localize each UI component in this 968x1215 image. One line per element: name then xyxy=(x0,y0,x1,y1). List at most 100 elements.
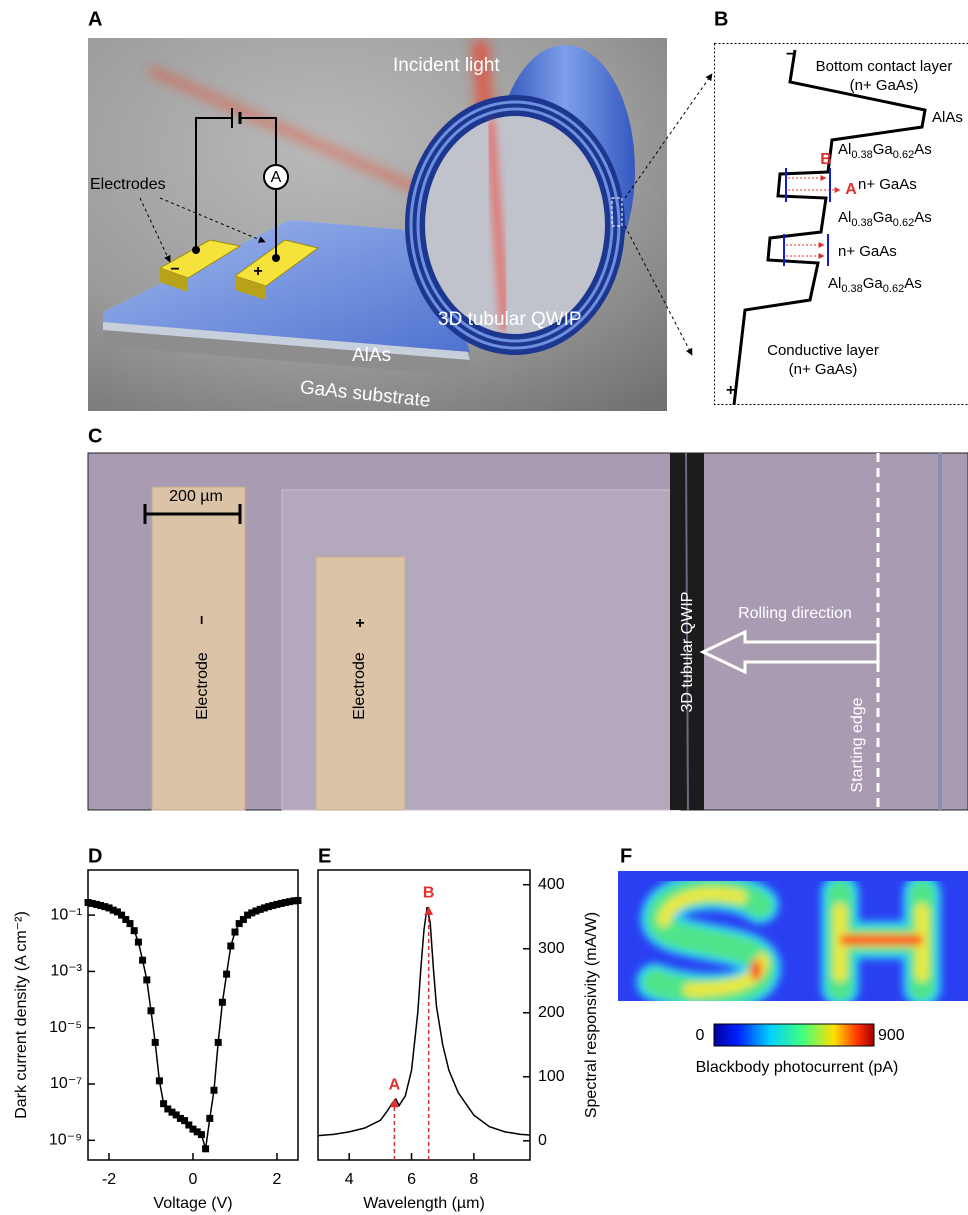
layer-label: AlAs xyxy=(352,345,391,366)
layer-label: (n+ GaAs) xyxy=(850,77,919,94)
x-tick-label: -2 xyxy=(102,1171,116,1188)
figure: A B C D E F A − + Electrodes Incident li… xyxy=(0,0,968,1215)
text-part: 0.62 xyxy=(883,283,904,295)
marker xyxy=(139,957,146,964)
electrode-sign: + xyxy=(355,615,364,632)
electrode-sign: + xyxy=(253,263,262,280)
text-part: 0.62 xyxy=(893,217,914,229)
text-part: As xyxy=(904,275,922,292)
tube-label: 3D tubular QWIP xyxy=(679,592,696,713)
text-part: As xyxy=(914,141,932,158)
x-tick-label: 6 xyxy=(407,1171,416,1188)
marker xyxy=(148,1007,155,1014)
rolling-label: Rolling direction xyxy=(738,605,852,622)
electrode-pad xyxy=(152,487,245,810)
text-part: Ga xyxy=(863,275,884,292)
tube-label: 3D tubular QWIP xyxy=(438,309,582,330)
y-tick-label: 10⁻⁵ xyxy=(49,1019,82,1036)
edge-label: Starting edge xyxy=(849,697,866,792)
x-tick-label: 8 xyxy=(469,1171,478,1188)
text-part: 0.38 xyxy=(851,217,872,229)
colorbar-max: 900 xyxy=(878,1027,905,1044)
contact xyxy=(192,246,200,254)
layer-label: n+ GaAs xyxy=(838,243,897,260)
page: A B C D E F A − + Electrodes Incident li… xyxy=(0,0,968,1215)
text-part: Al xyxy=(828,275,841,292)
layer-label: Al0.38Ga0.62As xyxy=(828,275,922,295)
electrode-sign: − xyxy=(170,261,179,278)
colorbar-min: 0 xyxy=(696,1027,705,1044)
x-tick-label: 4 xyxy=(345,1171,354,1188)
y-tick-label: 100 xyxy=(538,1068,565,1085)
ammeter-label: A xyxy=(271,169,282,186)
marker xyxy=(215,1039,222,1046)
marker xyxy=(202,1145,209,1152)
panel-c: 200 µm Electrode − Electrode + 3D tubula… xyxy=(88,453,968,810)
layer-label: Bottom contact layer xyxy=(816,58,953,75)
y-tick-label: 200 xyxy=(538,1004,565,1021)
marker xyxy=(223,971,230,978)
marker xyxy=(143,976,150,983)
y-axis-label: Dark current density (A cm⁻²) xyxy=(13,911,30,1119)
y-axis-label: Spectral responsivity (mA/W) xyxy=(583,912,600,1118)
text-part: 0.38 xyxy=(841,283,862,295)
marker xyxy=(127,920,134,927)
colorbar xyxy=(714,1024,874,1046)
sign: − xyxy=(786,46,795,63)
y-tick-label: 0 xyxy=(538,1132,547,1149)
y-tick-label: 10⁻¹ xyxy=(50,906,82,923)
annotation-label: A xyxy=(389,1076,401,1093)
electrode-sign: − xyxy=(194,615,211,624)
text-part: Al xyxy=(838,141,851,158)
marker xyxy=(135,939,142,946)
electrode-label: Electrode xyxy=(194,652,211,720)
marker xyxy=(211,1087,218,1094)
layer-label: (n+ GaAs) xyxy=(789,361,858,378)
panel-label: B xyxy=(714,8,728,30)
marker xyxy=(131,927,138,934)
text-part: Ga xyxy=(873,209,894,226)
y-tick-label: 10⁻⁷ xyxy=(50,1075,82,1092)
tube-hole xyxy=(425,116,605,334)
electrodes-label: Electrodes xyxy=(90,176,166,193)
text-part: Al xyxy=(838,209,851,226)
series-line xyxy=(318,907,530,1136)
incident-light-label: Incident light xyxy=(393,55,500,76)
transition-label: A xyxy=(845,181,857,198)
annotation-label: B xyxy=(423,884,435,901)
y-tick-label: 10⁻³ xyxy=(50,963,82,980)
marker xyxy=(206,1115,213,1122)
contact xyxy=(272,254,280,262)
text-part: Ga xyxy=(873,141,894,158)
scale-label: 200 µm xyxy=(169,488,223,505)
panel-label: D xyxy=(88,845,102,867)
panel-label: F xyxy=(620,845,632,867)
sign: + xyxy=(726,382,735,399)
transition-label: B xyxy=(820,151,832,168)
marker xyxy=(219,999,226,1006)
x-axis-label: Voltage (V) xyxy=(153,1195,232,1212)
panel-label: E xyxy=(318,845,331,867)
marker xyxy=(152,1039,159,1046)
layer-label: n+ GaAs xyxy=(858,176,917,193)
charts: -2 0 2 10⁻⁹ 10⁻⁷ 10⁻⁵ 10⁻³ 10⁻¹ Voltage (V) Dark … xyxy=(13,870,600,1212)
x-tick-label: 0 xyxy=(189,1171,198,1188)
text-part: 0.38 xyxy=(851,149,872,161)
layer-label: AlAs xyxy=(932,109,963,126)
panel-f: 0 900 Blackbody photocurrent (pA) xyxy=(618,871,968,1076)
panel-a: A − + Electrodes Incident light 3D tubul… xyxy=(88,38,667,412)
plot-frame xyxy=(318,870,530,1160)
text-part: As xyxy=(914,209,932,226)
y-tick-label: 400 xyxy=(538,876,565,893)
x-axis-label: Wavelength (µm) xyxy=(363,1195,485,1212)
marker xyxy=(156,1077,163,1084)
x-tick-label: 2 xyxy=(273,1171,282,1188)
marker xyxy=(295,897,302,904)
y-tick-label: 300 xyxy=(538,940,565,957)
layer-label: Conductive layer xyxy=(767,342,879,359)
electrode-label: Electrode xyxy=(351,652,368,720)
y-tick-label: 10⁻⁹ xyxy=(49,1132,82,1149)
series-line xyxy=(88,901,298,1149)
layer-label: Al0.38Ga0.62As xyxy=(838,209,932,229)
panel-b: − + Bottom contact layer (n+ GaAs) AlAs … xyxy=(715,44,968,406)
